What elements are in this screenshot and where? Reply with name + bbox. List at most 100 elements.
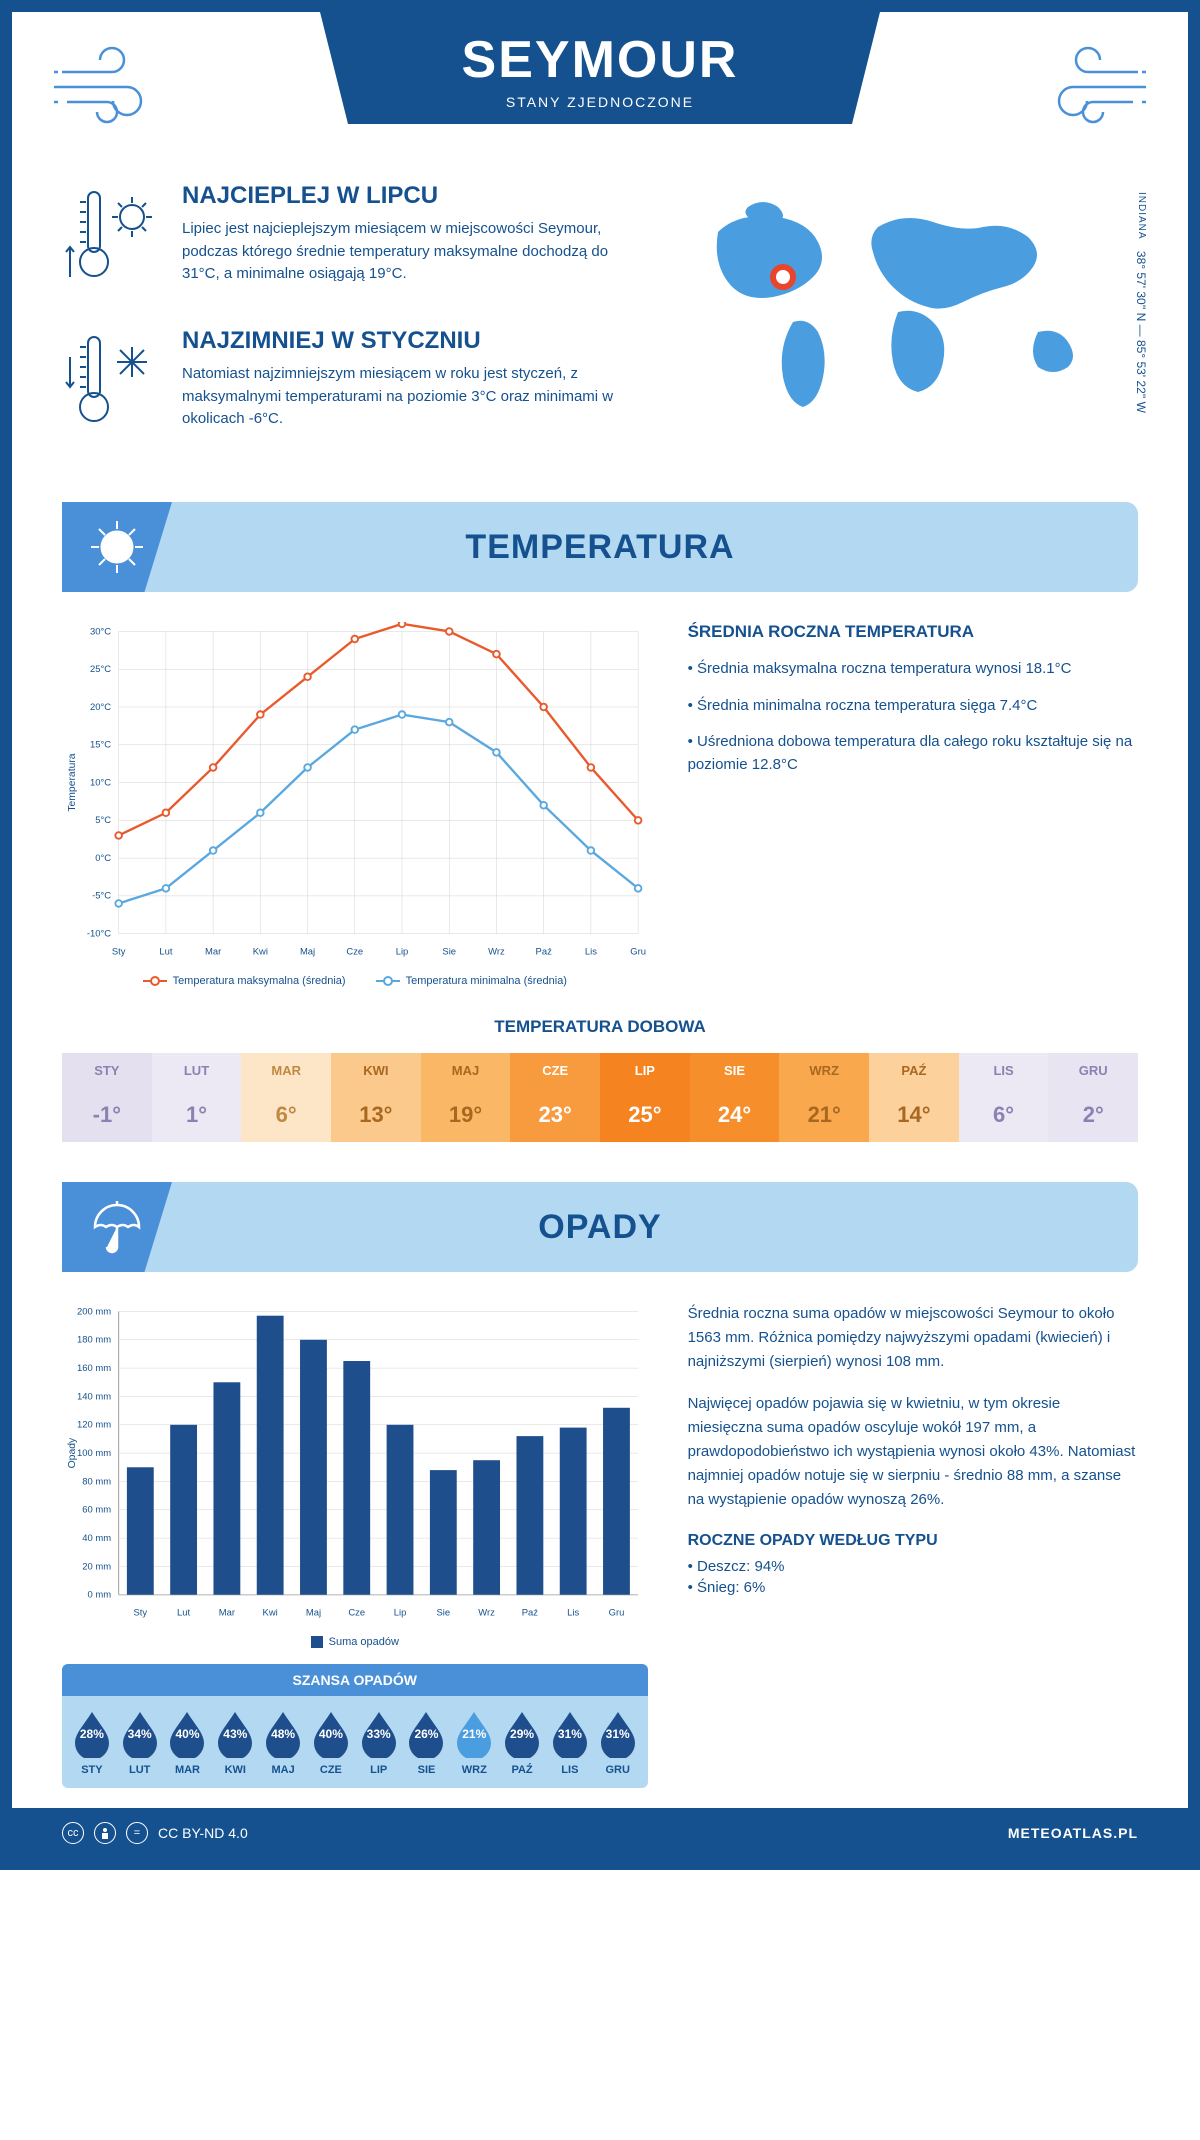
svg-text:-5°C: -5°C	[92, 891, 111, 902]
temperature-line-chart: -10°C-5°C0°C5°C10°C15°C20°C25°C30°CStyLu…	[62, 622, 648, 987]
temperature-summary: ŚREDNIA ROCZNA TEMPERATURA • Średnia mak…	[688, 622, 1138, 987]
chance-item: 31%LIS	[546, 1708, 594, 1776]
warmest-title: NAJCIEPLEJ W LIPCU	[182, 182, 638, 210]
daily-temp-cell: STY-1°	[62, 1053, 152, 1142]
svg-text:5°C: 5°C	[95, 815, 111, 826]
svg-text:Sty: Sty	[133, 1608, 147, 1619]
precipitation-chance-box: SZANSA OPADÓW 28%STY34%LUT40%MAR43%KWI48…	[62, 1664, 648, 1788]
svg-text:10°C: 10°C	[90, 777, 111, 788]
title-banner: SEYMOUR STANY ZJEDNOCZONE	[320, 12, 880, 124]
coords-text: 38° 57' 30'' N — 85° 53' 22'' W	[1134, 251, 1148, 413]
svg-text:80 mm: 80 mm	[82, 1476, 111, 1487]
daily-temp-cell: GRU2°	[1048, 1053, 1138, 1142]
coldest-text: Natomiast najzimniejszym miesiącem w rok…	[182, 363, 638, 431]
legend-min-label: Temperatura minimalna (średnia)	[406, 975, 567, 987]
brand-text: METEOATLAS.PL	[1008, 1825, 1138, 1841]
chance-item: 43%KWI	[211, 1708, 259, 1776]
svg-text:25°C: 25°C	[90, 664, 111, 675]
temp-info-item: • Średnia minimalna roczna temperatura s…	[688, 695, 1138, 718]
precip-para-1: Średnia roczna suma opadów w miejscowośc…	[688, 1302, 1138, 1374]
chance-item: 34%LUT	[116, 1708, 164, 1776]
legend-max-label: Temperatura maksymalna (średnia)	[173, 975, 346, 987]
sun-icon	[62, 502, 172, 592]
svg-text:30°C: 30°C	[90, 626, 111, 637]
svg-text:-10°C: -10°C	[87, 929, 111, 940]
svg-text:100 mm: 100 mm	[77, 1448, 111, 1459]
svg-text:180 mm: 180 mm	[77, 1335, 111, 1346]
svg-text:Temperatura: Temperatura	[67, 753, 78, 811]
precip-type-title: ROCZNE OPADY WEDŁUG TYPU	[688, 1532, 1138, 1550]
daily-temp-cell: PAŹ14°	[869, 1053, 959, 1142]
svg-text:Paź: Paź	[522, 1608, 539, 1619]
coldest-title: NAJZIMNIEJ W STYCZNIU	[182, 327, 638, 355]
daily-temp-cell: MAR6°	[241, 1053, 331, 1142]
svg-text:Lut: Lut	[159, 946, 172, 957]
daily-temp-cell: WRZ21°	[779, 1053, 869, 1142]
svg-text:40 mm: 40 mm	[82, 1533, 111, 1544]
svg-text:Sty: Sty	[112, 946, 126, 957]
svg-text:Gru: Gru	[630, 946, 646, 957]
by-icon	[94, 1822, 116, 1844]
svg-text:Cze: Cze	[348, 1608, 365, 1619]
precip-chart-legend: Suma opadów	[62, 1636, 648, 1648]
chance-item: 21%WRZ	[450, 1708, 498, 1776]
svg-text:Sie: Sie	[437, 1608, 451, 1619]
chance-item: 29%PAŹ	[498, 1708, 546, 1776]
chance-item: 40%CZE	[307, 1708, 355, 1776]
daily-temp-cell: MAJ19°	[421, 1053, 511, 1142]
daily-temperature-table: TEMPERATURA DOBOWA STY-1°LUT1°MAR6°KWI13…	[12, 1007, 1188, 1182]
country-subtitle: STANY ZJEDNOCZONE	[400, 94, 800, 110]
coordinates: INDIANA 38° 57' 30'' N — 85° 53' 22'' W	[1134, 192, 1148, 413]
chance-item: 28%STY	[68, 1708, 116, 1776]
precip-type-item: • Śnieg: 6%	[688, 1579, 1138, 1596]
svg-text:0°C: 0°C	[95, 853, 111, 864]
temp-chart-legend: Temperatura maksymalna (średnia) Tempera…	[62, 975, 648, 987]
daily-temp-cell: CZE23°	[510, 1053, 600, 1142]
svg-text:Lip: Lip	[396, 946, 409, 957]
svg-text:Wrz: Wrz	[478, 1608, 495, 1619]
svg-text:20 mm: 20 mm	[82, 1561, 111, 1572]
cc-icon: cc	[62, 1822, 84, 1844]
precipitation-banner: OPADY	[62, 1182, 1138, 1272]
thermometer-sun-icon	[62, 182, 162, 297]
chance-item: 40%MAR	[164, 1708, 212, 1776]
daily-temp-cell: LIP25°	[600, 1053, 690, 1142]
intro-section: NAJCIEPLEJ W LIPCU Lipiec jest najcieple…	[12, 172, 1188, 502]
temp-summary-title: ŚREDNIA ROCZNA TEMPERATURA	[688, 622, 1138, 642]
wind-icon	[52, 42, 172, 137]
wind-icon	[1028, 42, 1148, 137]
header: SEYMOUR STANY ZJEDNOCZONE	[12, 12, 1188, 172]
warmest-block: NAJCIEPLEJ W LIPCU Lipiec jest najcieple…	[62, 182, 638, 297]
city-title: SEYMOUR	[400, 30, 800, 90]
svg-text:Lip: Lip	[394, 1608, 407, 1619]
svg-text:160 mm: 160 mm	[77, 1363, 111, 1374]
svg-text:120 mm: 120 mm	[77, 1420, 111, 1431]
temperature-title: TEMPERATURA	[465, 528, 734, 567]
svg-text:Sie: Sie	[442, 946, 456, 957]
umbrella-icon	[62, 1182, 172, 1272]
svg-text:Lis: Lis	[567, 1608, 579, 1619]
footer: cc = CC BY-ND 4.0 METEOATLAS.PL	[12, 1808, 1188, 1858]
svg-text:0 mm: 0 mm	[88, 1590, 112, 1601]
nd-icon: =	[126, 1822, 148, 1844]
svg-text:Mar: Mar	[219, 1608, 235, 1619]
precipitation-summary: Średnia roczna suma opadów w miejscowośc…	[688, 1302, 1138, 1788]
thermometer-snow-icon	[62, 327, 162, 442]
precipitation-title: OPADY	[538, 1208, 661, 1247]
svg-text:Kwi: Kwi	[253, 946, 268, 957]
svg-text:20°C: 20°C	[90, 702, 111, 713]
daily-temp-cell: SIE24°	[690, 1053, 780, 1142]
daily-temp-cell: LIS6°	[959, 1053, 1049, 1142]
precip-type-item: • Deszcz: 94%	[688, 1558, 1138, 1575]
chance-title: SZANSA OPADÓW	[62, 1664, 648, 1696]
daily-temp-title: TEMPERATURA DOBOWA	[62, 1017, 1138, 1037]
coldest-block: NAJZIMNIEJ W STYCZNIU Natomiast najzimni…	[62, 327, 638, 442]
warmest-text: Lipiec jest najcieplejszym miesiącem w m…	[182, 218, 638, 286]
svg-text:Mar: Mar	[205, 946, 221, 957]
temperature-banner: TEMPERATURA	[62, 502, 1138, 592]
svg-text:Cze: Cze	[346, 946, 363, 957]
svg-text:Wrz: Wrz	[488, 946, 505, 957]
svg-text:Maj: Maj	[306, 1608, 321, 1619]
svg-text:Kwi: Kwi	[263, 1608, 278, 1619]
svg-text:Paź: Paź	[536, 946, 553, 957]
